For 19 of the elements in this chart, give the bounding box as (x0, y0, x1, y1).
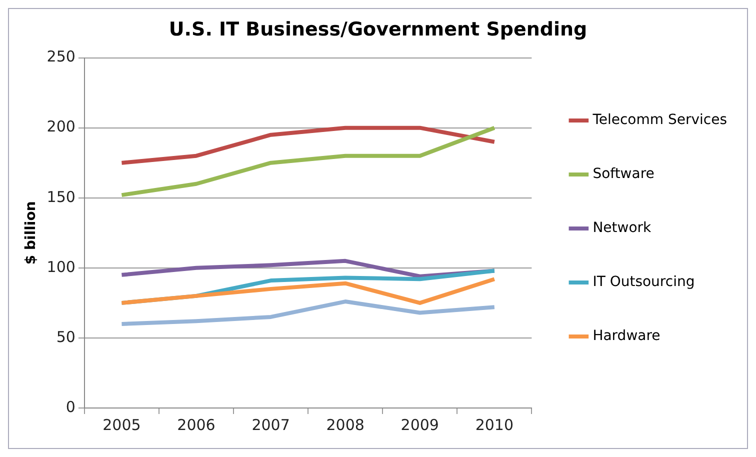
legend-label: Network (592, 220, 652, 236)
chart-title: U.S. IT Business/Government Spending (168, 18, 588, 40)
x-tick-label: 2008 (326, 416, 364, 434)
x-tick-label: 2007 (252, 416, 290, 434)
legend-label: Telecomm Services (592, 112, 727, 128)
legend-label: Software (592, 166, 654, 182)
legend-label: Hardware (592, 328, 660, 344)
legend-label: IT Outsourcing (592, 274, 695, 290)
y-tick-label: 50 (56, 328, 76, 346)
y-tick-label: 100 (46, 258, 76, 276)
x-tick-label: 2006 (177, 416, 216, 434)
y-tick-label: 150 (46, 188, 76, 206)
x-tick-label: 2010 (475, 416, 514, 434)
y-tick-label: 200 (46, 118, 76, 136)
y-tick-label: 250 (46, 48, 76, 66)
y-tick-label: 0 (66, 398, 76, 416)
x-tick-label: 2009 (400, 416, 439, 434)
y-axis-title: $ billion (23, 201, 40, 265)
x-tick-label: 2005 (102, 416, 141, 434)
